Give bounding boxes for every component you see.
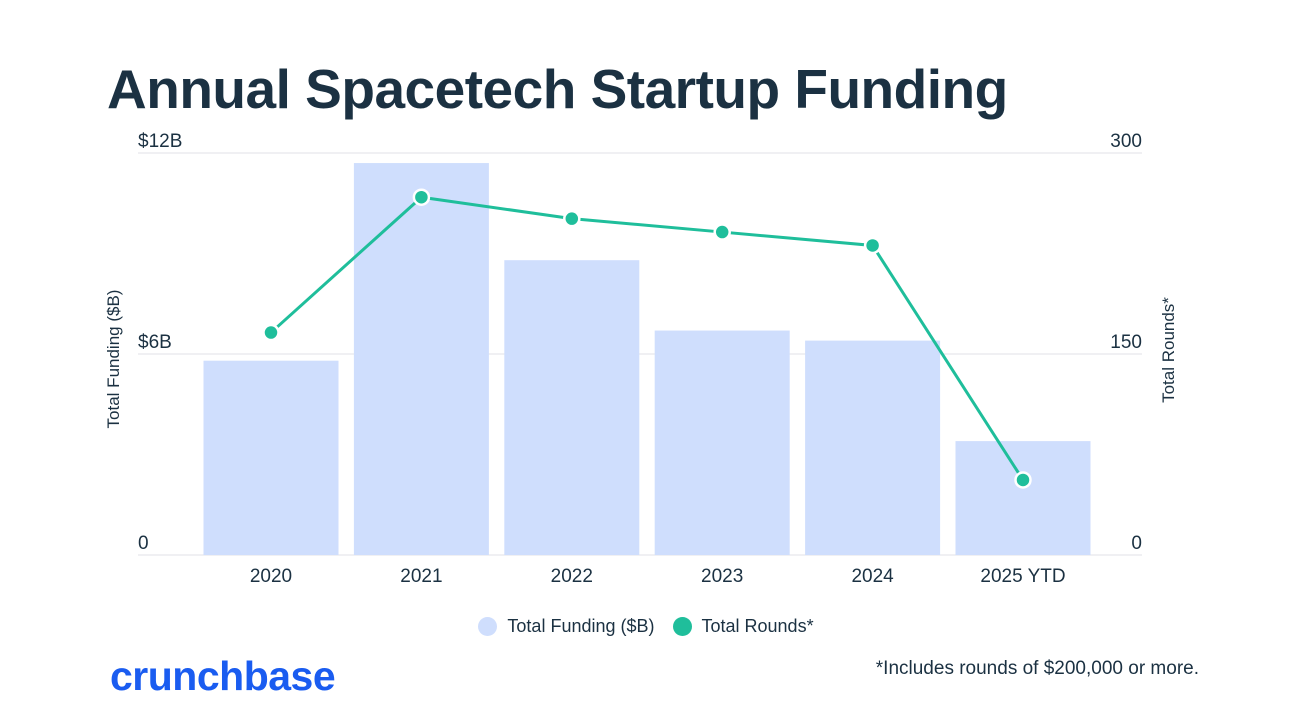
y-left-tick-label: 0	[138, 533, 149, 554]
x-tick-label: 2020	[250, 566, 292, 587]
footnote: *Includes rounds of $200,000 or more.	[875, 658, 1199, 679]
rounds-point	[412, 188, 431, 206]
y-right-tick-label: 300	[1110, 131, 1142, 152]
y-left-tick-label: $6B	[138, 332, 172, 353]
legend-label-rounds: Total Rounds*	[701, 616, 814, 636]
legend: Total Funding ($B) Total Rounds*	[0, 616, 1292, 637]
rounds-point	[863, 236, 882, 255]
legend-label-funding: Total Funding ($B)	[507, 616, 655, 636]
rounds-point	[563, 209, 581, 228]
bar	[654, 330, 790, 555]
bar	[353, 163, 489, 556]
x-tick-label: 2022	[551, 566, 593, 587]
y-right-tick-label: 150	[1110, 332, 1142, 353]
rounds-point	[1014, 471, 1032, 489]
legend-swatch-rounds	[672, 617, 692, 636]
x-tick-label: 2021	[400, 566, 442, 587]
legend-item-rounds: Total Rounds*	[672, 616, 814, 637]
y-right-axis-title: Total Rounds*	[1159, 297, 1178, 403]
bar	[805, 340, 941, 555]
crunchbase-logo: crunchbase	[110, 653, 336, 699]
y-right-tick-label: 0	[1131, 533, 1142, 554]
x-tick-label: 2023	[701, 566, 743, 587]
rounds-point	[713, 223, 731, 241]
x-tick-label: 2025 YTD	[980, 566, 1065, 587]
legend-item-funding: Total Funding ($B)	[478, 616, 655, 637]
x-tick-label: 2024	[851, 566, 894, 587]
chart-title: Annual Spacetech Startup Funding	[107, 58, 1008, 120]
y-left-axis-title: Total Funding ($B)	[104, 290, 123, 429]
rounds-point	[262, 323, 280, 342]
bar	[955, 441, 1091, 555]
legend-swatch-funding	[478, 617, 498, 636]
rounds-line	[269, 195, 1025, 481]
y-left-tick-label: $12B	[138, 131, 182, 152]
bar	[203, 360, 339, 555]
bar	[504, 260, 640, 555]
